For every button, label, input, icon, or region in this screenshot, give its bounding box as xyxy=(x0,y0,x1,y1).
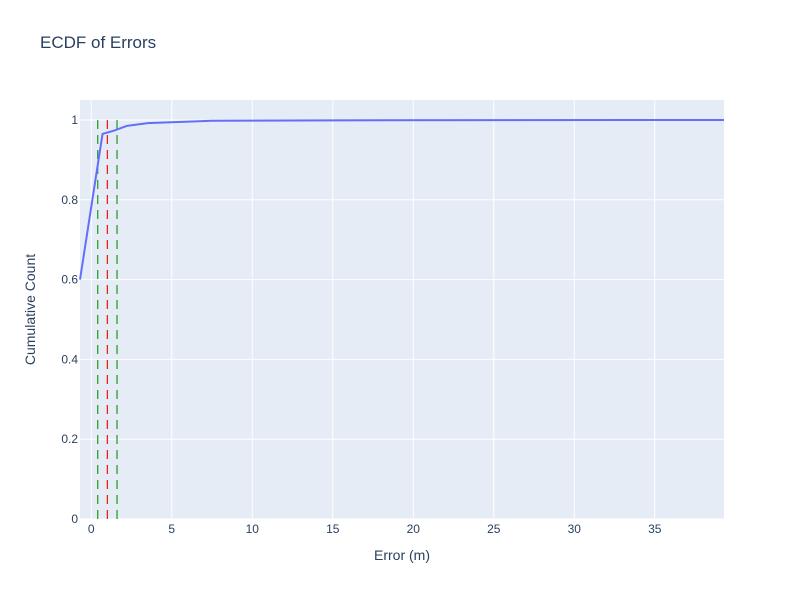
x-tick-label: 10 xyxy=(246,522,260,536)
grid-lines xyxy=(80,100,724,520)
x-tick-label: 0 xyxy=(88,522,95,536)
y-axis-title: Cumulative Count xyxy=(22,254,38,365)
x-tick-label: 5 xyxy=(168,522,175,536)
reference-lines xyxy=(97,119,118,519)
chart-title: ECDF of Errors xyxy=(40,33,157,52)
x-tick-label: 20 xyxy=(407,522,421,536)
x-tick-label: 35 xyxy=(648,522,662,536)
y-tick-label: 0.4 xyxy=(61,352,78,366)
y-tick-label: 0.2 xyxy=(61,432,78,446)
x-tick-labels: 0 5 10 15 20 25 30 35 xyxy=(88,522,662,536)
x-tick-label: 15 xyxy=(326,522,340,536)
y-tick-label: 0.6 xyxy=(61,273,78,287)
y-tick-labels: 0 0.2 0.4 0.6 0.8 1 xyxy=(61,113,78,526)
y-tick-label: 0.8 xyxy=(61,193,78,207)
x-tick-label: 25 xyxy=(487,522,501,536)
y-tick-label: 1 xyxy=(71,113,78,127)
ecdf-series-line xyxy=(79,118,725,280)
x-axis-title: Error (m) xyxy=(374,547,430,563)
x-tick-label: 30 xyxy=(568,522,582,536)
plot-area xyxy=(80,100,724,519)
y-tick-label: 0 xyxy=(71,512,78,526)
series-lines xyxy=(79,118,725,280)
